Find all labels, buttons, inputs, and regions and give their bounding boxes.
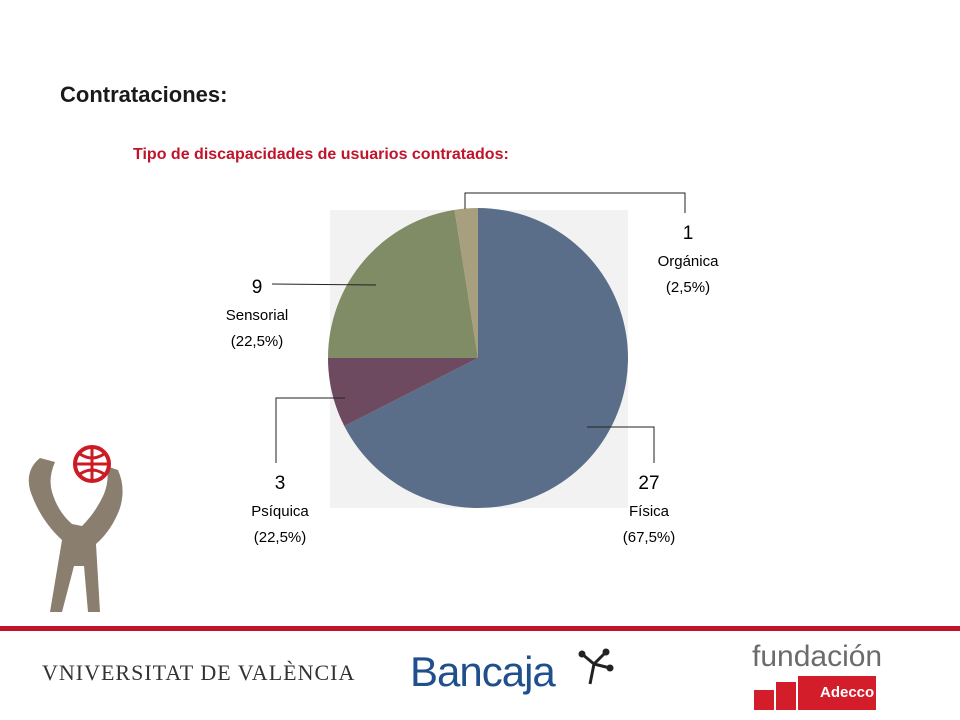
label-value-fisica: 27: [638, 473, 659, 494]
chart-title: Tipo de discapacidades de usuarios contr…: [133, 146, 509, 163]
leader-line-fisica: [587, 426, 655, 463]
label-name-sensorial: Sensorial: [226, 307, 289, 324]
label-name-psiquica: Psíquica: [251, 503, 309, 520]
page-title: Contrataciones:: [60, 82, 228, 107]
pie-slice-psiquica: [328, 358, 478, 427]
leader-line-organica: [464, 192, 686, 213]
label-value-organica: 1: [683, 223, 694, 244]
pie-slices: [328, 208, 628, 509]
label-value-sensorial: 9: [252, 277, 263, 298]
footer-divider: [0, 626, 960, 631]
label-percent-psiquica: (22,5%): [254, 529, 307, 546]
adecco-steps-icon: [754, 676, 816, 710]
label-name-fisica: Física: [629, 503, 670, 520]
label-value-psiquica: 3: [275, 473, 286, 494]
leader-line-psiquica: [275, 397, 345, 463]
logo-bancaja: Bancaja: [410, 648, 556, 695]
pie-slice-organica: [454, 208, 478, 358]
logo-fundacion: fundación: [752, 640, 883, 673]
label-percent-organica: (2,5%): [666, 279, 710, 296]
leader-line-sensorial: [271, 283, 377, 286]
logo-adecco: Adecco: [820, 684, 875, 701]
globe-grid-icon: [76, 448, 108, 480]
label-percent-fisica: (67,5%): [623, 529, 676, 546]
figure-globe-illustration: [28, 445, 123, 612]
logo-universitat-valencia: VNIVERSITAT DE VALÈNCIA: [42, 660, 356, 685]
pie-slice-sensorial: [328, 209, 478, 358]
bancaja-tree-icon: [578, 648, 614, 685]
pie-slice-fisica: [344, 208, 628, 509]
label-percent-sensorial: (22,5%): [231, 333, 284, 350]
label-name-organica: Orgánica: [658, 253, 720, 270]
logo-adecco-box: [816, 676, 876, 710]
person-figure-icon: [28, 458, 123, 612]
